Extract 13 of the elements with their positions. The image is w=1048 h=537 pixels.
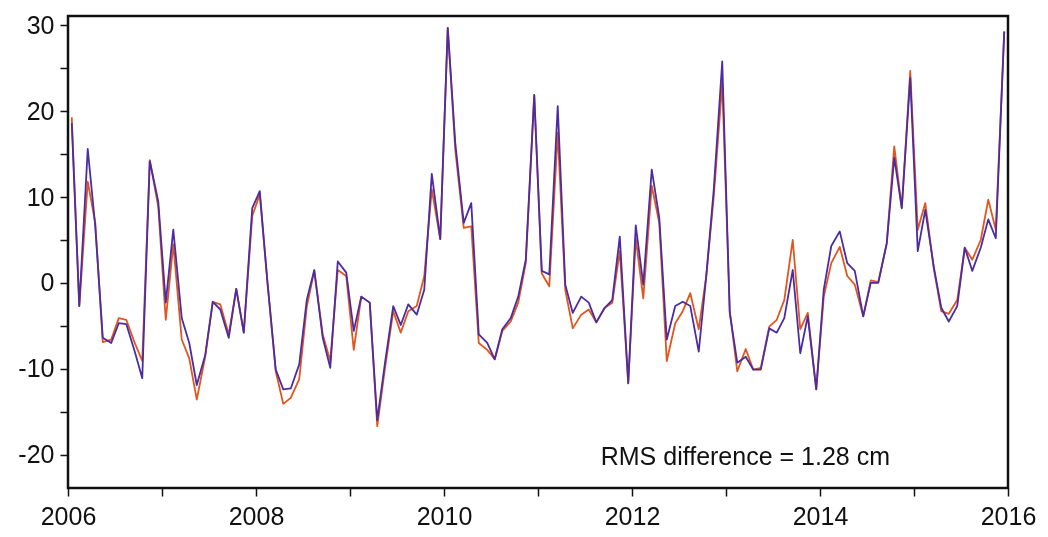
y-tick-label: 0 bbox=[40, 268, 55, 297]
x-tick-label: 2010 bbox=[416, 501, 473, 530]
y-tick-label: 10 bbox=[26, 182, 55, 211]
y-tick-label: -10 bbox=[18, 354, 55, 383]
x-tick-label: 2012 bbox=[604, 501, 661, 530]
x-tick-label: 2016 bbox=[980, 501, 1037, 530]
y-tick-label: 30 bbox=[26, 10, 55, 39]
x-tick-label: 2008 bbox=[228, 501, 285, 530]
y-tick-label: 20 bbox=[26, 96, 55, 125]
x-tick-label: 2014 bbox=[792, 501, 849, 530]
x-tick-label: 2006 bbox=[40, 501, 97, 530]
y-tick-label: -20 bbox=[18, 440, 55, 469]
annotation: RMS difference = 1.28 cm bbox=[600, 442, 890, 470]
